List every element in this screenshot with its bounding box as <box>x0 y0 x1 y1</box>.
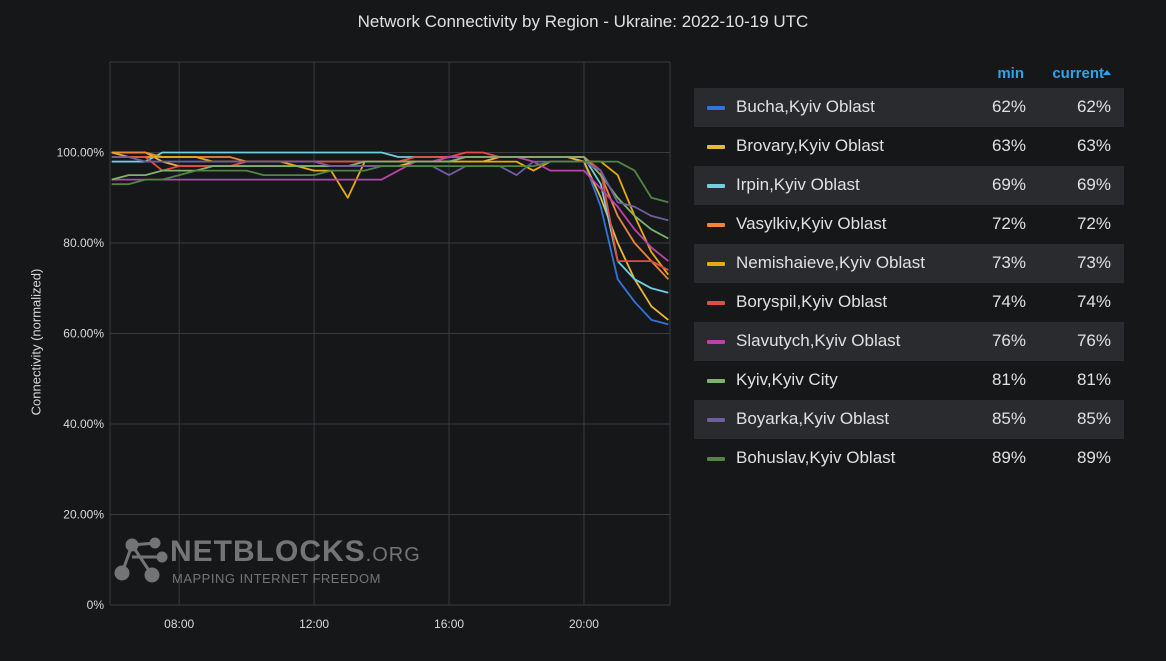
legend-color-swatch[interactable] <box>707 106 725 110</box>
legend-current-value: 85% <box>1076 409 1111 428</box>
x-tick-label: 12:00 <box>299 617 329 631</box>
legend-current-value: 69% <box>1076 175 1111 194</box>
legend-row[interactable]: Irpin,Kyiv Oblast 69% 69% <box>694 166 1124 205</box>
network-nodes-logo-icon <box>114 537 168 583</box>
legend-color-swatch[interactable] <box>707 262 725 266</box>
legend-color-swatch[interactable] <box>707 457 725 461</box>
legend-row[interactable]: Bohuslav,Kyiv Oblast 89% 89% <box>694 439 1124 478</box>
legend-series-name[interactable]: Boyarka,Kyiv Oblast <box>736 409 890 428</box>
legend-row[interactable]: Kyiv,Kyiv City 81% 81% <box>694 361 1124 400</box>
legend-table: min current Bucha,Kyiv Oblast 62% 62% Brova… <box>694 60 1124 478</box>
legend-series-name[interactable]: Kyiv,Kyiv City <box>736 370 838 389</box>
legend-series-name[interactable]: Vasylkiv,Kyiv Oblast <box>736 214 887 233</box>
x-tick-label: 16:00 <box>434 617 464 631</box>
grid-lines <box>109 61 671 606</box>
legend-color-swatch[interactable] <box>707 301 725 305</box>
watermark-tagline: MAPPING INTERNET FREEDOM <box>172 571 381 586</box>
legend-row[interactable]: Nemishaieve,Kyiv Oblast 73% 73% <box>694 244 1124 283</box>
legend-color-swatch[interactable] <box>707 379 725 383</box>
legend-color-swatch[interactable] <box>707 223 725 227</box>
legend-min-value: 81% <box>991 370 1026 389</box>
series-line-brovary-kyiv-oblast[interactable] <box>111 151 669 321</box>
legend-current-value: 74% <box>1076 292 1111 311</box>
legend-rows: Bucha,Kyiv Oblast 62% 62% Brovary,Kyiv Obla… <box>694 88 1124 478</box>
legend-row[interactable]: Boryspil,Kyiv Oblast 74% 74% <box>694 283 1124 322</box>
legend-min-value: 72% <box>991 214 1026 233</box>
legend-series-name[interactable]: Nemishaieve,Kyiv Oblast <box>736 253 925 272</box>
legend-current-value: 62% <box>1076 97 1111 116</box>
series-line-slavutych-kyiv-oblast[interactable] <box>111 156 669 262</box>
legend-min-value: 85% <box>991 409 1026 428</box>
column-header-current[interactable]: current <box>1052 65 1104 82</box>
y-tick-label: 0% <box>87 598 105 612</box>
legend-min-value: 76% <box>991 331 1026 350</box>
series-line-irpin-kyiv-oblast[interactable] <box>111 151 669 294</box>
y-tick-labels: 0% 20.00% 40.00% 60.00% 80.00% 100.00% <box>57 146 105 613</box>
legend-current-value: 63% <box>1076 136 1111 155</box>
legend-series-name[interactable]: Bohuslav,Kyiv Oblast <box>736 448 896 467</box>
legend-series-name[interactable]: Slavutych,Kyiv Oblast <box>736 331 901 350</box>
y-tick-label: 60.00% <box>63 327 104 341</box>
legend-min-value: 69% <box>991 175 1026 194</box>
y-tick-label: 100.00% <box>57 146 105 160</box>
legend-row[interactable]: Bucha,Kyiv Oblast 62% 62% <box>694 88 1124 127</box>
y-tick-label: 40.00% <box>63 417 104 431</box>
legend-current-value: 89% <box>1076 448 1111 467</box>
x-tick-labels: 08:00 12:00 16:00 20:00 <box>164 617 599 631</box>
legend-header: min current <box>694 60 1124 88</box>
column-header-min[interactable]: min <box>997 65 1024 82</box>
series-line-kyiv-kyiv-city[interactable] <box>111 156 669 240</box>
legend-series-name[interactable]: Bucha,Kyiv Oblast <box>736 97 875 116</box>
netblocks-watermark: NETBLOCKS.ORG MAPPING INTERNET FREEDOM <box>110 535 420 590</box>
series-line-bohuslav-kyiv-oblast[interactable] <box>111 160 669 204</box>
legend-current-value: 72% <box>1076 214 1111 233</box>
legend-current-value: 73% <box>1076 253 1111 272</box>
legend-series-name[interactable]: Irpin,Kyiv Oblast <box>736 175 860 194</box>
legend-series-name[interactable]: Boryspil,Kyiv Oblast <box>736 292 888 311</box>
x-tick-label: 08:00 <box>164 617 194 631</box>
legend-min-value: 63% <box>991 136 1026 155</box>
watermark-brand: NETBLOCKS.ORG <box>170 535 421 568</box>
y-tick-label: 80.00% <box>63 236 104 250</box>
sort-ascending-icon[interactable] <box>1103 70 1111 75</box>
legend-color-swatch[interactable] <box>707 184 725 188</box>
legend-series-name[interactable]: Brovary,Kyiv Oblast <box>736 136 885 155</box>
legend-row[interactable]: Boyarka,Kyiv Oblast 85% 85% <box>694 400 1124 439</box>
x-tick-label: 20:00 <box>569 617 599 631</box>
series-line-bucha-kyiv-oblast[interactable] <box>111 156 669 326</box>
legend-current-value: 81% <box>1076 370 1111 389</box>
chart-title: Network Connectivity by Region - Ukraine… <box>357 12 809 31</box>
legend-color-swatch[interactable] <box>707 418 725 422</box>
legend-row[interactable]: Brovary,Kyiv Oblast 63% 63% <box>694 127 1124 166</box>
legend-min-value: 73% <box>991 253 1026 272</box>
legend-min-value: 89% <box>991 448 1026 467</box>
legend-color-swatch[interactable] <box>707 145 725 149</box>
line-chart: 0% 20.00% 40.00% 60.00% 80.00% 100.00% 08:00 1… <box>57 61 671 631</box>
legend-current-value: 76% <box>1076 331 1111 350</box>
y-tick-label: 20.00% <box>63 508 104 522</box>
legend-row[interactable]: Slavutych,Kyiv Oblast 76% 76% <box>694 322 1124 361</box>
legend-min-value: 74% <box>991 292 1026 311</box>
legend-row[interactable]: Vasylkiv,Kyiv Oblast 72% 72% <box>694 205 1124 244</box>
legend-color-swatch[interactable] <box>707 340 725 344</box>
legend-min-value: 62% <box>991 97 1026 116</box>
series-lines <box>111 151 670 326</box>
